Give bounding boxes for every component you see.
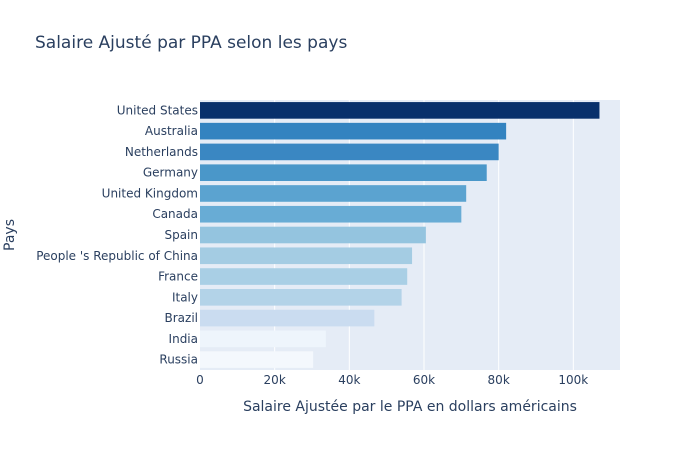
- bar[interactable]: [200, 122, 507, 140]
- y-tick-label: United Kingdom: [102, 186, 198, 200]
- bar[interactable]: [200, 226, 426, 244]
- x-tick-label: 60k: [413, 373, 435, 387]
- x-axis-title: Salaire Ajustée par le PPA en dollars am…: [243, 399, 577, 415]
- bars: [200, 102, 600, 368]
- chart-title: Salaire Ajusté par PPA selon les pays: [35, 33, 348, 53]
- y-tick-labels: United States Australia Netherlands Germany…: [36, 103, 198, 366]
- y-tick-label: Netherlands: [125, 145, 198, 159]
- x-tick-label: 0: [196, 373, 204, 387]
- x-tick-label: 40k: [338, 373, 360, 387]
- x-tick-label: 20k: [264, 373, 286, 387]
- y-tick-label: Spain: [164, 228, 198, 242]
- bar[interactable]: [200, 330, 326, 348]
- y-tick-label: People 's Republic of China: [36, 249, 198, 263]
- bar[interactable]: [200, 143, 499, 161]
- bar[interactable]: [200, 185, 467, 202]
- x-tick-labels: 0 20k 40k 60k 80k 100k: [196, 373, 588, 387]
- y-tick-label: Australia: [145, 124, 198, 138]
- bar[interactable]: [200, 102, 600, 119]
- bar[interactable]: [200, 289, 402, 306]
- y-tick-label: United States: [117, 103, 198, 117]
- y-tick-label: Canada: [152, 207, 198, 221]
- y-tick-label: Russia: [159, 353, 198, 367]
- x-tick-label: 100k: [558, 373, 588, 387]
- y-tick-label: Italy: [172, 290, 198, 304]
- y-axis-title: Pays: [2, 219, 18, 251]
- bar[interactable]: [200, 247, 413, 265]
- bar[interactable]: [200, 205, 462, 223]
- y-tick-label: France: [158, 270, 198, 284]
- bar[interactable]: [200, 351, 314, 368]
- x-tick-label: 80k: [488, 373, 510, 387]
- bar[interactable]: [200, 309, 375, 327]
- y-tick-label: Brazil: [165, 311, 199, 325]
- y-tick-label: Germany: [143, 166, 198, 180]
- bar[interactable]: [200, 164, 487, 181]
- bar[interactable]: [200, 268, 408, 285]
- y-tick-label: India: [169, 332, 198, 346]
